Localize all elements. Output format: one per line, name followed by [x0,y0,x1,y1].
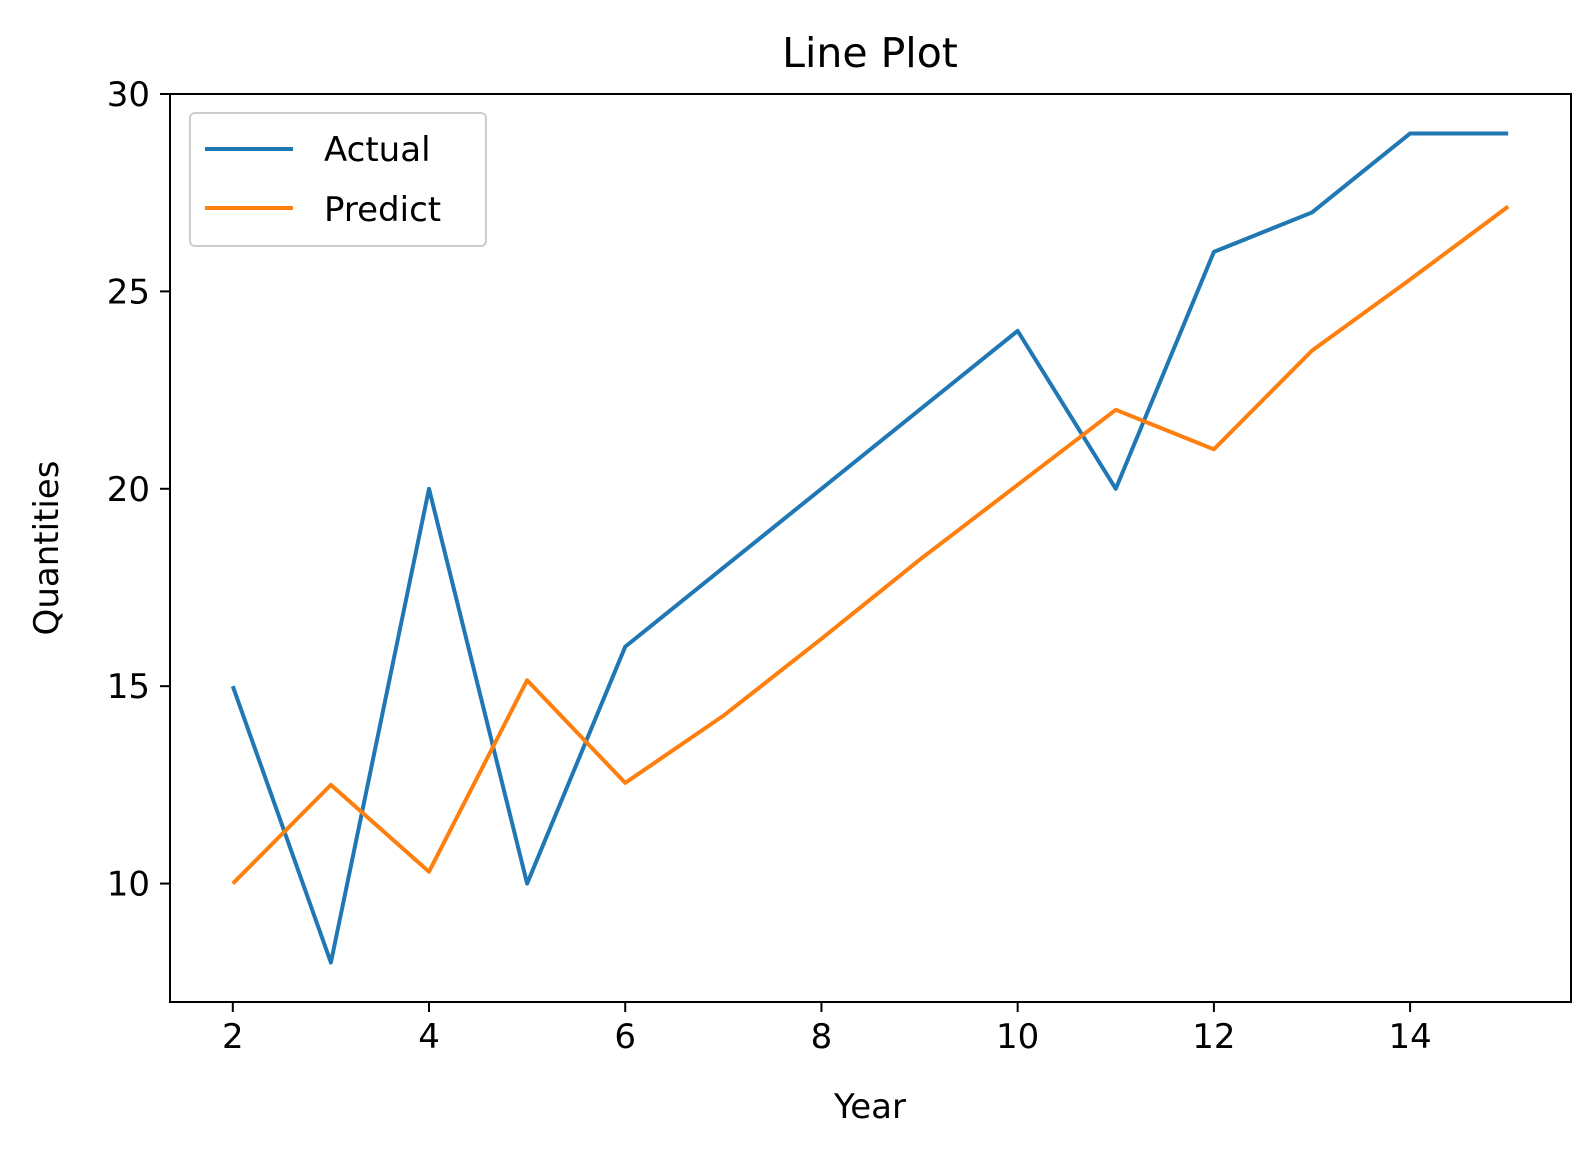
legend-label-actual: Actual [324,130,431,170]
series-layer [230,131,1510,965]
y-axis-ticks: 10 15 20 25 30 [107,75,170,905]
legend-label-predict: Predict [324,190,441,230]
y-tick-label: 10 [107,865,150,905]
x-tick-label: 10 [996,1017,1039,1057]
legend-box [189,112,487,247]
x-tick-label: 6 [614,1017,636,1057]
y-tick-label: 25 [107,272,150,312]
axes-frame [169,93,1572,1003]
chart-title: Line Plot [782,29,958,77]
y-tick-label: 20 [107,470,150,510]
y-tick-label: 30 [107,75,150,115]
y-axis-title: Quantities [27,461,67,636]
x-tick-label: 14 [1388,1017,1431,1057]
x-tick-label: 12 [1192,1017,1235,1057]
x-axis-title: Year [833,1087,906,1127]
x-tick-label: 2 [222,1017,244,1057]
series-line-predict [231,204,1510,885]
x-axis-ticks: 2 4 6 8 10 12 14 [222,1002,1432,1057]
x-tick-label: 8 [811,1017,833,1057]
legend: Actual Predict [189,112,487,247]
y-tick-label: 15 [107,667,150,707]
plot-area [169,93,1572,1003]
series-line-actual [230,131,1509,965]
x-tick-label: 4 [418,1017,440,1057]
